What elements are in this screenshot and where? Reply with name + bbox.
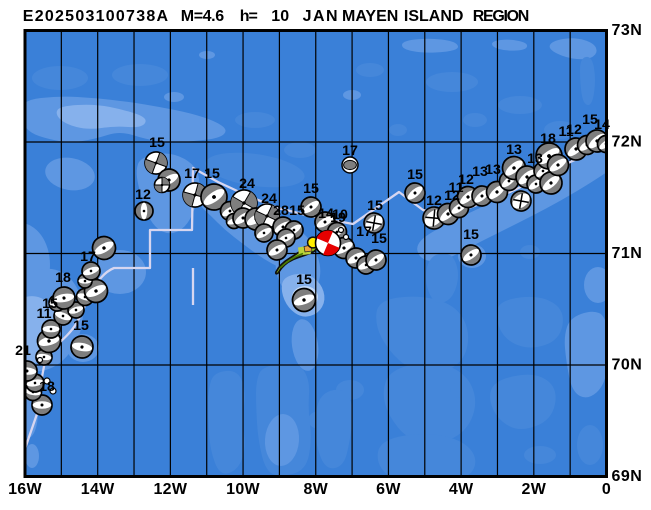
svg-text:18: 18 — [39, 379, 55, 395]
svg-text:14W: 14W — [81, 481, 115, 498]
svg-text:15: 15 — [371, 231, 387, 247]
svg-text:2W: 2W — [522, 481, 547, 498]
svg-text:12W: 12W — [153, 481, 187, 498]
svg-text:17: 17 — [342, 143, 358, 159]
svg-text:15: 15 — [73, 318, 89, 334]
svg-text:15: 15 — [149, 135, 165, 151]
svg-text:18: 18 — [55, 270, 71, 286]
svg-text:h=: h= — [240, 8, 258, 25]
svg-text:10W: 10W — [226, 481, 260, 498]
svg-text:E202503100738A: E202503100738A — [23, 8, 170, 25]
svg-text:69N: 69N — [612, 468, 643, 485]
svg-text:13: 13 — [472, 164, 488, 180]
svg-text:10: 10 — [271, 8, 289, 25]
svg-text:6W: 6W — [376, 481, 401, 498]
svg-text:M=4.6: M=4.6 — [181, 8, 224, 25]
svg-text:0: 0 — [602, 481, 611, 498]
svg-text:4W: 4W — [449, 481, 474, 498]
svg-text:18: 18 — [540, 131, 556, 147]
svg-text:15: 15 — [42, 296, 58, 312]
svg-text:12: 12 — [458, 172, 474, 188]
svg-text:13: 13 — [485, 162, 501, 178]
svg-text:15: 15 — [407, 167, 423, 183]
svg-text:24: 24 — [261, 191, 277, 207]
svg-text:13: 13 — [527, 151, 543, 167]
svg-text:12: 12 — [135, 187, 151, 203]
svg-text:11: 11 — [449, 180, 464, 196]
svg-text:12: 12 — [566, 122, 582, 138]
svg-text:14: 14 — [318, 206, 334, 222]
svg-text:21: 21 — [15, 343, 31, 359]
svg-text:15: 15 — [463, 227, 479, 243]
svg-text:73N: 73N — [612, 22, 643, 39]
svg-text:71N: 71N — [612, 245, 643, 262]
svg-text:28: 28 — [273, 203, 289, 219]
svg-text:15: 15 — [582, 112, 598, 128]
svg-text:13: 13 — [506, 142, 522, 158]
svg-text:15: 15 — [303, 181, 319, 197]
svg-text:11: 11 — [37, 306, 52, 322]
svg-text:19: 19 — [330, 210, 346, 226]
svg-text:8W: 8W — [303, 481, 328, 498]
svg-text:JAN: JAN — [303, 8, 340, 25]
svg-text:16W: 16W — [8, 481, 42, 498]
svg-text:12: 12 — [426, 193, 442, 209]
svg-text:14: 14 — [594, 117, 610, 133]
svg-text:17: 17 — [80, 249, 96, 265]
svg-text:70N: 70N — [612, 357, 643, 374]
svg-text:11: 11 — [559, 124, 574, 140]
svg-text:72N: 72N — [612, 134, 643, 151]
svg-text:15: 15 — [289, 203, 305, 219]
svg-text:MAYEN: MAYEN — [342, 8, 398, 25]
svg-text:REGION: REGION — [473, 8, 529, 25]
svg-text:ISLAND: ISLAND — [404, 8, 464, 25]
svg-text:15: 15 — [296, 272, 312, 288]
svg-text:24: 24 — [239, 176, 255, 192]
svg-text:17: 17 — [184, 166, 200, 182]
svg-text:12: 12 — [444, 188, 460, 204]
svg-text:15: 15 — [367, 198, 383, 214]
svg-text:10: 10 — [332, 207, 348, 223]
svg-text:17: 17 — [356, 224, 372, 240]
svg-text:15: 15 — [204, 166, 220, 182]
